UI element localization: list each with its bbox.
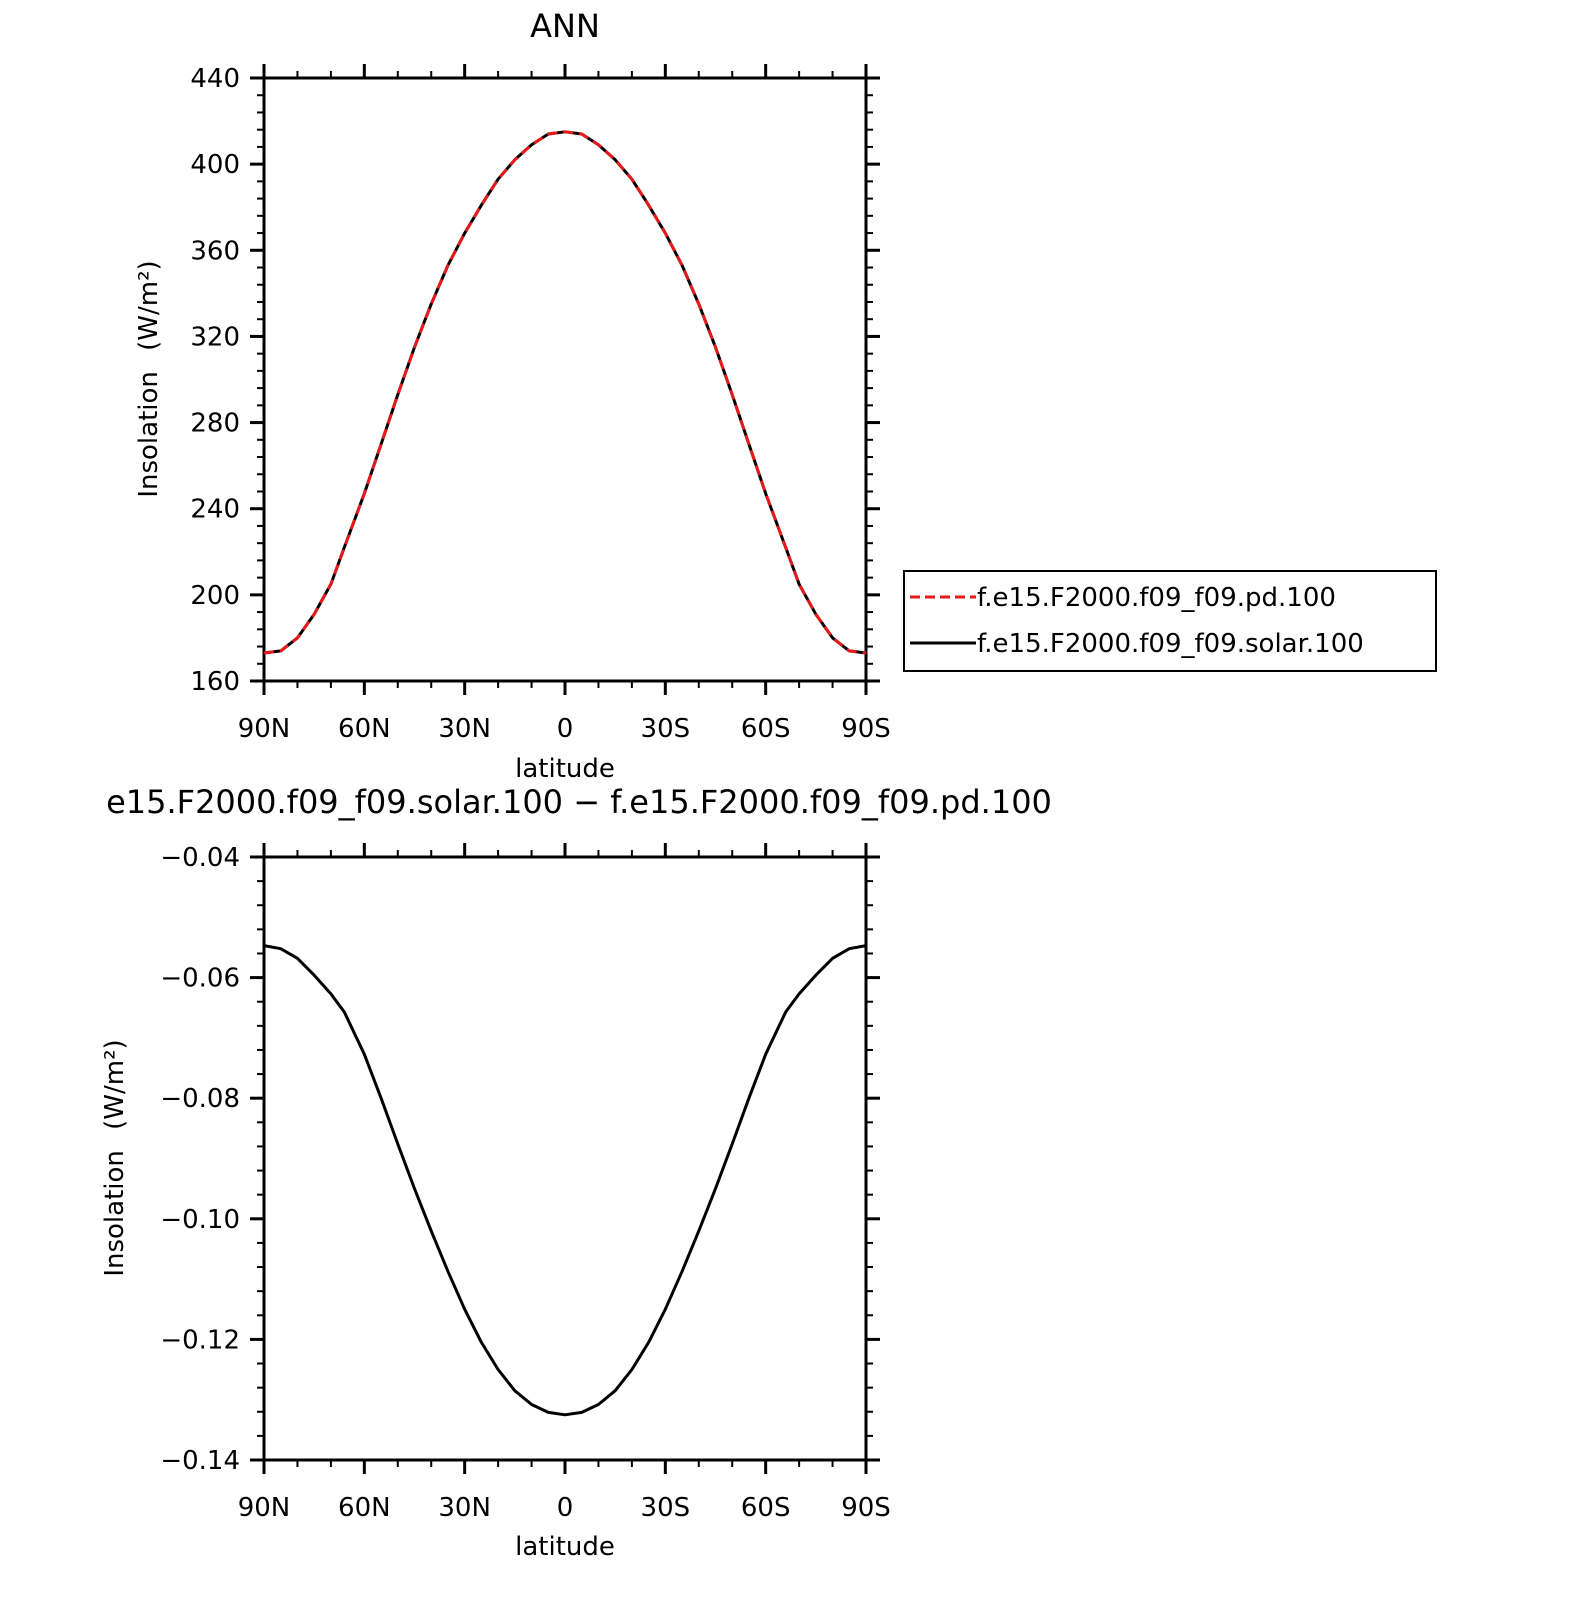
y-tick-label: −0.04 (160, 843, 240, 873)
y-tick-label: −0.06 (160, 964, 240, 994)
x-tick-label: 60S (741, 1493, 791, 1523)
x-tick-label: 60N (338, 714, 391, 744)
panel-top-ticks: 90N 60N 30N 0 30S 60S 90S 160 200 240 280 320 360 400… (190, 64, 891, 744)
panel-top-frame (262, 76, 868, 683)
y-tick-label: −0.08 (160, 1084, 240, 1114)
y-tick-label: 440 (190, 64, 240, 94)
y-tick-label: −0.10 (160, 1205, 240, 1235)
y-tick-label: 280 (190, 409, 240, 439)
x-tick-label: 30N (438, 1493, 491, 1523)
y-tick-label: 320 (190, 322, 240, 352)
panel-top-series (263, 130, 867, 655)
panel-bottom-xlabel: latitude (515, 1532, 615, 1562)
panel-bottom-frame (262, 855, 868, 1462)
x-tick-label: 60N (338, 1493, 391, 1523)
x-tick-label: 90N (238, 1493, 291, 1523)
panel-bottom-series (263, 944, 867, 1417)
y-tick-label: 200 (190, 581, 240, 611)
y-tick-label: −0.14 (160, 1446, 240, 1476)
legend-entry-solar: f.e15.F2000.f09_f09.solar.100 (977, 629, 1364, 659)
x-tick-label: 30N (438, 714, 491, 744)
panel-bottom-ticks: 90N 60N 30N 0 30S 60S 90S −0.14 −0.12 −0.10 −0.08 −… (160, 843, 891, 1523)
legend: f.e15.F2000.f09_f09.pd.100 f.e15.F2000.f… (903, 570, 1437, 672)
panel-bottom: e15.F2000.f09_f09.solar.100 − f.e15.F200… (100, 783, 1052, 1562)
panel-top-title: ANN (530, 7, 600, 45)
x-tick-label: 90S (841, 1493, 891, 1523)
x-tick-label: 0 (557, 1493, 574, 1523)
panel-bottom-title: e15.F2000.f09_f09.solar.100 − f.e15.F200… (106, 783, 1052, 821)
legend-entry-pd: f.e15.F2000.f09_f09.pd.100 (977, 583, 1336, 613)
panel-bottom-ylabel: Insolation (W/m²) (100, 1039, 130, 1276)
x-tick-label: 0 (557, 714, 574, 744)
legend-box (903, 570, 1437, 672)
y-tick-label: 160 (190, 667, 240, 697)
panel-top-ylabel-units: (W/m²) (134, 260, 164, 351)
y-tick-label: 240 (190, 495, 240, 525)
y-tick-label: −0.12 (160, 1325, 240, 1355)
series-line-series-0 (263, 944, 867, 1417)
panel-bottom-ylabel-units: (W/m²) (100, 1039, 130, 1130)
x-tick-label: 90N (238, 714, 291, 744)
series-line-f.e15.F2000.f09_f09.solar.100 (263, 130, 867, 655)
x-tick-label: 30S (641, 714, 691, 744)
panel-top-ylabel-name: Insolation (134, 371, 164, 498)
x-tick-label: 90S (841, 714, 891, 744)
x-tick-label: 30S (641, 1493, 691, 1523)
series-line-f.e15.F2000.f09_f09.pd.100 (263, 130, 867, 655)
y-tick-label: 360 (190, 236, 240, 266)
panel-bottom-ylabel-name: Insolation (100, 1150, 130, 1277)
panel-top-xlabel: latitude (515, 754, 615, 784)
panel-top-ylabel: Insolation (W/m²) (134, 260, 164, 497)
panel-top: ANN 90N 60N 30N 0 30S 60S 90S 160 200 240 280 320 36… (134, 7, 1437, 784)
x-tick-label: 60S (741, 714, 791, 744)
y-tick-label: 400 (190, 150, 240, 180)
